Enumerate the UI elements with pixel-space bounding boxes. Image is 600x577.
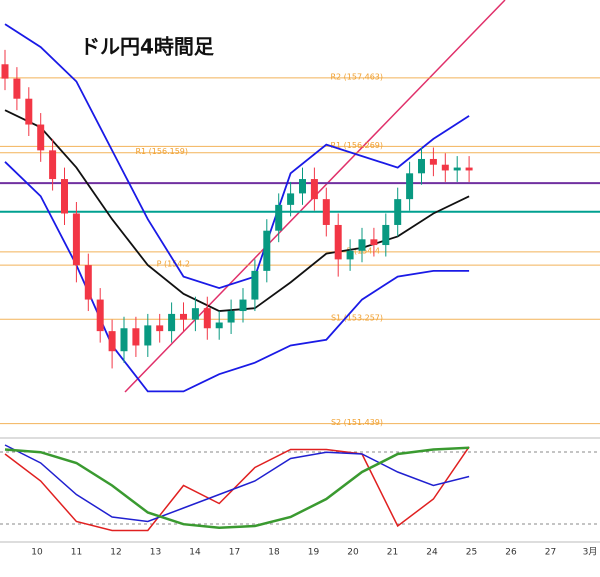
pivot-label: P (154.4 (347, 246, 380, 255)
pivot-label: S2 (151.439) (331, 418, 383, 427)
candle-body (346, 250, 354, 260)
x-tick-label: 25 (466, 548, 477, 558)
candle-body (299, 179, 306, 194)
candle-body (168, 313, 176, 332)
chart-title: ドル円4時間足 (80, 35, 215, 59)
candle-body (418, 158, 425, 174)
plot: R2 (157.463) R1 (156.269) R1 (156.159) P (1… (0, 23, 600, 558)
candle-body (84, 265, 92, 300)
candle-body (310, 179, 318, 200)
candle-body (334, 224, 342, 260)
x-tick-label: 21 (387, 548, 398, 558)
oscillator-line (4, 446, 470, 532)
x-tick-label: 19 (308, 548, 320, 558)
candle-body (453, 167, 461, 171)
candle-body (144, 325, 152, 346)
candle-body (37, 124, 45, 151)
candle-body (370, 239, 378, 246)
candle-body (382, 224, 390, 246)
candle-body (394, 199, 402, 225)
x-tick-label: 14 (189, 548, 201, 558)
x-tick-label: 20 (347, 548, 359, 558)
candle-body (61, 179, 68, 214)
candle-body (120, 328, 128, 352)
candle-body (275, 204, 283, 231)
x-tick-label: 11 (71, 548, 82, 558)
candle-body (191, 308, 199, 320)
pivot-label: R2 (157.463) (330, 72, 383, 81)
x-tick-label: 17 (229, 548, 240, 558)
candle-body (25, 98, 33, 125)
candle-body (13, 78, 21, 99)
candle-body (96, 299, 104, 332)
candle-body (215, 322, 223, 329)
candle-body (287, 193, 295, 205)
overlay-line (4, 109, 470, 312)
candle-body (72, 213, 80, 266)
x-tick-label: 18 (268, 548, 280, 558)
oscillator-line (4, 444, 470, 523)
x-tick-label: 24 (426, 548, 438, 558)
x-tick-label: 12 (110, 548, 121, 558)
candle-body (203, 308, 211, 329)
candle-body (180, 313, 187, 320)
oscillator-line (4, 446, 470, 530)
candle-body (1, 64, 9, 79)
overlay-line (4, 23, 470, 290)
pivot-label: R1 (156.269) (330, 141, 383, 150)
candle-body (132, 328, 140, 346)
x-tick-label: 26 (505, 548, 517, 558)
candle-body (108, 331, 116, 352)
pivot-label: R1 (156.159) (135, 147, 188, 156)
candle-body (406, 173, 414, 200)
candle-body (156, 325, 164, 332)
x-tick-label: 10 (31, 548, 43, 558)
candle-body (322, 199, 330, 225)
candle-body (441, 164, 449, 171)
candle-body (358, 239, 366, 251)
overlay-line (4, 161, 470, 393)
pivot-label: S1 (153.257) (331, 314, 383, 323)
candle-body (227, 311, 235, 323)
x-tick-label: 3月 (583, 547, 598, 558)
candle-body (251, 270, 259, 300)
pivot-label: P (154.2 (157, 260, 190, 269)
candle-body (429, 158, 437, 165)
x-tick-label: 13 (150, 548, 161, 558)
candle-body (263, 230, 271, 271)
x-tick-label: 27 (545, 548, 556, 558)
candle-body (49, 150, 57, 180)
candle-body (239, 299, 247, 312)
candle-body (465, 167, 473, 171)
